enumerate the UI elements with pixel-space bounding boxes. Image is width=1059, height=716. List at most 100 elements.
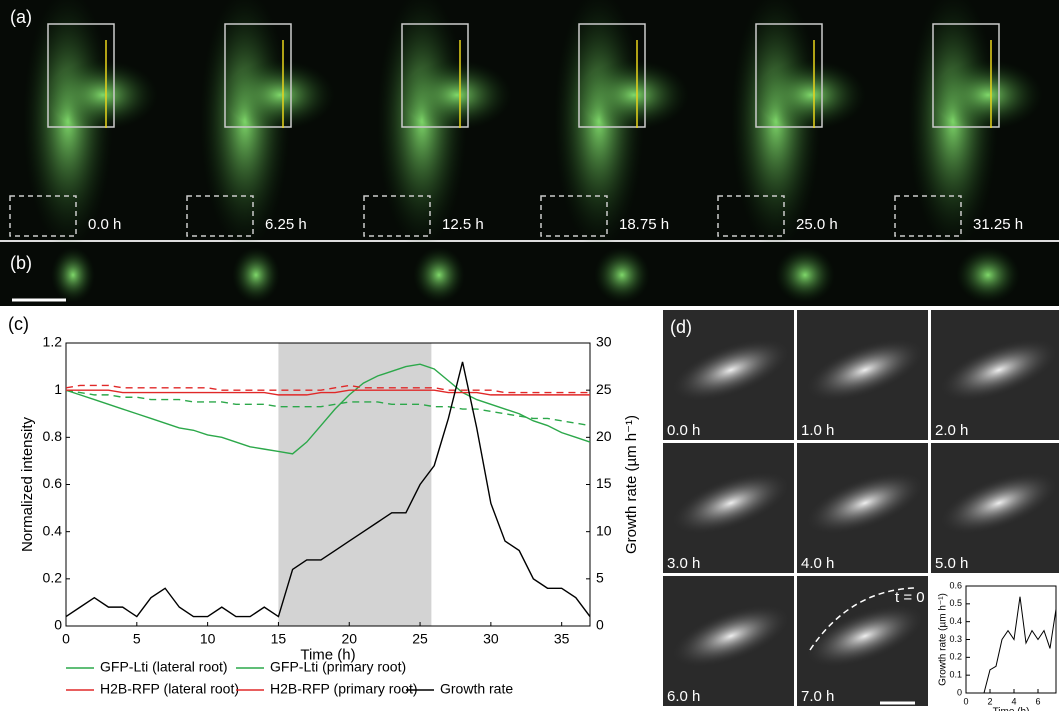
root-image xyxy=(756,60,866,130)
y2-axis-label: Growth rate (µm h⁻¹) xyxy=(623,415,640,554)
section-image xyxy=(594,247,650,303)
y2-tick-label: 10 xyxy=(596,522,612,538)
panel-label: (d) xyxy=(670,317,692,337)
time-label: 31.25 h xyxy=(973,216,1023,233)
y-tick-label: 1 xyxy=(54,381,62,397)
region-box xyxy=(401,23,469,128)
root-image xyxy=(225,60,335,130)
region-box xyxy=(932,23,1000,128)
section-image xyxy=(956,247,1020,303)
x-tick-label: 25 xyxy=(412,631,428,647)
data-line xyxy=(65,384,590,394)
x-tick-label: 10 xyxy=(200,631,216,647)
x-tick-label: 30 xyxy=(483,631,499,647)
y2-tick-label: 30 xyxy=(596,334,612,350)
boundary xyxy=(809,587,916,651)
y-tick-label: 0.2 xyxy=(949,652,962,662)
y2-tick-label: 5 xyxy=(596,570,604,586)
x-tick-label: 5 xyxy=(133,631,141,647)
y2-tick-label: 15 xyxy=(596,475,612,491)
root-image xyxy=(933,60,1043,130)
legend-label: Growth rate xyxy=(440,681,513,697)
y-tick-label: 0.3 xyxy=(949,634,962,644)
x-tick-label: 6 xyxy=(1035,696,1040,706)
x-tick-label: 4 xyxy=(1011,696,1016,706)
data-line xyxy=(66,389,590,396)
root-image xyxy=(402,60,512,130)
y-tick-label: 0.1 xyxy=(949,670,962,680)
highlight-region xyxy=(278,343,432,626)
time-label: 2.0 h xyxy=(935,422,968,439)
legend-label: H2B-RFP (lateral root) xyxy=(100,681,239,697)
root-image xyxy=(48,60,158,130)
data-line xyxy=(65,389,591,427)
x-tick-label: 20 xyxy=(341,631,357,647)
time-label: 3.0 h xyxy=(667,555,700,572)
x-tick-label: 35 xyxy=(554,631,570,647)
y-tick-label: 0.5 xyxy=(949,598,962,608)
section-image xyxy=(775,247,835,303)
dashed-box xyxy=(894,195,962,237)
x-axis-label: Time (h) xyxy=(993,707,1030,711)
root-image xyxy=(806,472,924,534)
annotation: t = 0 h xyxy=(895,589,937,606)
root-image xyxy=(940,472,1058,534)
root-image xyxy=(806,339,924,401)
x-tick-label: 0 xyxy=(963,696,968,706)
y2-tick-label: 20 xyxy=(596,428,612,444)
root-image xyxy=(672,472,790,534)
dashed-box xyxy=(717,195,785,237)
y-tick-label: 0.4 xyxy=(43,522,63,538)
root-image xyxy=(940,339,1058,401)
data-line xyxy=(65,361,591,618)
region-box xyxy=(224,23,292,128)
time-label: 4.0 h xyxy=(801,555,834,572)
legend-label: GFP-Lti (primary root) xyxy=(270,659,406,675)
y-tick-label: 0.6 xyxy=(949,580,962,590)
section-image xyxy=(51,247,95,303)
data-line xyxy=(983,596,1057,694)
root-image xyxy=(579,60,689,130)
time-label: 25.0 h xyxy=(796,216,838,233)
region-box xyxy=(578,23,646,128)
time-label: 12.5 h xyxy=(442,216,484,233)
time-label: 7.0 h xyxy=(801,688,834,705)
y-tick-label: 0 xyxy=(957,687,962,697)
time-label: 0.0 h xyxy=(88,216,121,233)
y-tick-label: 0 xyxy=(54,617,62,633)
time-label: 18.75 h xyxy=(619,216,669,233)
dashed-box xyxy=(363,195,431,237)
x-tick-label: 2 xyxy=(987,696,992,706)
root-image xyxy=(806,605,924,667)
legend-label: H2B-RFP (primary root) xyxy=(270,681,418,697)
dashed-box xyxy=(540,195,608,237)
y-tick-label: 0.2 xyxy=(43,570,63,586)
x-axis-label: Time (h) xyxy=(300,646,355,663)
x-tick-label: 15 xyxy=(271,631,287,647)
time-label: 6.0 h xyxy=(667,688,700,705)
x-tick-label: 0 xyxy=(62,631,70,647)
panel-label: (c) xyxy=(8,314,29,334)
y-tick-label: 1.2 xyxy=(43,334,63,350)
time-label: 5.0 h xyxy=(935,555,968,572)
data-line xyxy=(65,363,591,455)
dashed-box xyxy=(186,195,254,237)
y-tick-label: 0.4 xyxy=(949,616,962,626)
time-label: 6.25 h xyxy=(265,216,307,233)
image-background xyxy=(0,0,1059,306)
region-box xyxy=(755,23,823,128)
time-label: 1.0 h xyxy=(801,422,834,439)
section-image xyxy=(413,247,465,303)
root-image xyxy=(672,339,790,401)
y-axis-label: Normalized intensity xyxy=(19,416,36,552)
y-axis-label: Growth rate (µm h⁻¹) xyxy=(938,593,949,686)
dashed-box xyxy=(9,195,77,237)
panel-label: (b) xyxy=(10,253,32,273)
panel-label: (a) xyxy=(10,7,32,27)
section-image xyxy=(232,247,280,303)
y-tick-label: 0.6 xyxy=(43,475,63,491)
y2-tick-label: 0 xyxy=(596,617,604,633)
y2-tick-label: 25 xyxy=(596,381,612,397)
